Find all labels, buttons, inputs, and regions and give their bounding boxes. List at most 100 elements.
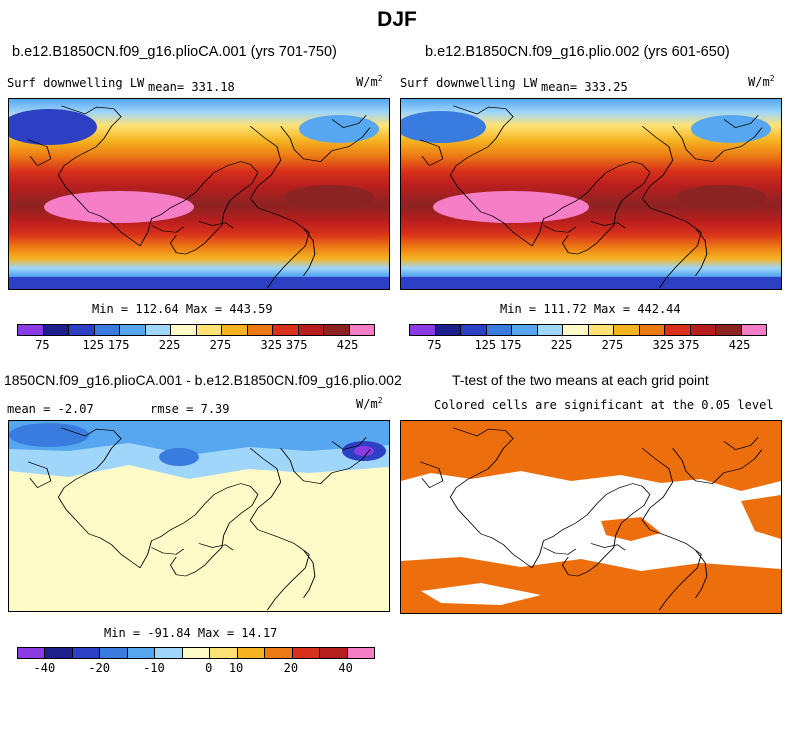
colorbar-swatch [349, 325, 374, 335]
panel-tr-atlantic-band [676, 185, 766, 209]
panel-br-title: T-test of the two means at each grid poi… [452, 372, 709, 388]
panel-bl-case-title: 1850CN.f09_g16.plioCA.001 - b.e12.B1850C… [4, 372, 402, 388]
panel-tl-warm-pool [44, 191, 194, 223]
colorbar-swatch [461, 325, 487, 335]
panel-tr-mean: mean= 333.25 [541, 80, 628, 94]
colorbar-swatch [196, 325, 222, 335]
panel-bl-mean-value: -2.07 [57, 402, 94, 416]
colorbar-swatch [145, 325, 171, 335]
colorbar-swatch [639, 325, 665, 335]
colorbar-tick-label: 225 [158, 338, 181, 352]
colorbar-swatch [18, 648, 46, 658]
colorbar-swatch [512, 325, 538, 335]
colorbar-tick-label: 325 [260, 338, 283, 352]
colorbar-tick-label: 425 [336, 338, 359, 352]
panel-bl-map-svg [9, 421, 389, 611]
colorbar-swatch [298, 325, 324, 335]
panel-bl-mean-label: mean = [7, 402, 51, 416]
panel-bl-neg-core-asia [159, 448, 199, 466]
panel-br-sig-south [401, 557, 781, 613]
colorbar-swatch [94, 325, 120, 335]
panel-tr-units: W/m2 [748, 74, 775, 89]
colorbar-swatch [486, 325, 512, 335]
panel-tl-cold-ne [299, 115, 379, 143]
colorbar-swatch [18, 325, 44, 335]
panel-br-sig-north [401, 421, 781, 491]
panel-tl-colorbar [17, 324, 375, 336]
panel-br-map [400, 420, 782, 614]
colorbar-swatch [120, 325, 146, 335]
panel-bl-units-text: W/m [356, 397, 378, 411]
panel-tr-units-exp: 2 [769, 74, 775, 83]
panel-bl-rmse: rmse = 7.39 [150, 402, 230, 416]
colorbar-tick-label: 175 [107, 338, 130, 352]
panel-tl-antarctic [9, 277, 389, 289]
panel-bl-units: W/m2 [356, 396, 383, 411]
colorbar-tick-label: 0 [205, 661, 213, 675]
panel-bl-rmse-value: 7.39 [200, 402, 230, 416]
panel-bl-neg-extreme [354, 446, 374, 456]
panel-tl-atlantic-band [284, 185, 374, 209]
colorbar-tick-label: -10 [143, 661, 165, 675]
colorbar-swatch [292, 648, 321, 658]
colorbar-swatch [273, 325, 299, 335]
colorbar-swatch [320, 648, 348, 658]
colorbar-swatch [45, 648, 73, 658]
page-title: DJF [377, 8, 417, 31]
panel-tl-minmax: Min = 112.64 Max = 443.59 [92, 302, 273, 316]
colorbar-swatch [100, 648, 128, 658]
colorbar-tick-label: 10 [228, 661, 244, 675]
colorbar-swatch [665, 325, 691, 335]
colorbar-swatch [265, 648, 293, 658]
colorbar-swatch [410, 325, 436, 335]
panel-br-nonsig-hole [421, 583, 541, 605]
colorbar-tick-label: 375 [677, 338, 700, 352]
panel-tl-mean-label: mean= [148, 80, 185, 94]
colorbar-tick-label: -40 [33, 661, 56, 675]
colorbar-swatch [690, 325, 716, 335]
colorbar-tick-label: 375 [285, 338, 308, 352]
panel-tl-cold-nw [9, 109, 97, 145]
panel-tl-mean-value: 331.18 [191, 80, 235, 94]
colorbar-swatch [127, 648, 156, 658]
panel-tr-mean-label: mean= [541, 80, 578, 94]
colorbar-tick-label: 125 [474, 338, 497, 352]
panel-br-sig-indo [601, 517, 661, 541]
panel-br-sig-atlantic [741, 495, 781, 539]
colorbar-tick-label: 275 [209, 338, 232, 352]
panel-tr-colorbar [409, 324, 767, 336]
colorbar-swatch [171, 325, 197, 335]
colorbar-swatch [435, 325, 461, 335]
colorbar-swatch [182, 648, 211, 658]
panel-tr-antarctic [401, 277, 781, 289]
panel-tr-map [400, 98, 782, 290]
panel-tl-mean: mean= 331.18 [148, 80, 235, 94]
colorbar-tick-label: 325 [652, 338, 675, 352]
panel-tl-variable: Surf downwelling LW [7, 76, 145, 90]
panel-tr-map-svg [401, 99, 781, 289]
colorbar-swatch [741, 325, 766, 335]
panel-tl-units: W/m2 [356, 74, 383, 89]
panel-tl-map [8, 98, 390, 290]
panel-tr-minmax: Min = 111.72 Max = 442.44 [500, 302, 681, 316]
colorbar-tick-label: 20 [283, 661, 299, 675]
colorbar-tick-label: 175 [499, 338, 522, 352]
panel-bl-neg-core-nw [9, 423, 89, 447]
colorbar-swatch [210, 648, 238, 658]
colorbar-tick-label: 75 [427, 338, 442, 352]
colorbar-swatch [237, 648, 266, 658]
panel-tr-cold-ne [691, 115, 771, 143]
panel-bl-colorbar [17, 647, 375, 659]
colorbar-swatch [537, 325, 563, 335]
colorbar-tick-label: 425 [728, 338, 751, 352]
panel-tl-units-exp: 2 [377, 74, 383, 83]
colorbar-swatch [69, 325, 95, 335]
panel-tl-units-text: W/m [356, 75, 378, 89]
colorbar-tick-label: -20 [88, 661, 110, 675]
panel-bl-units-exp: 2 [377, 396, 383, 405]
panel-br-map-svg [401, 421, 781, 613]
colorbar-tick-label: 275 [601, 338, 624, 352]
panel-bl-mean: mean = -2.07 [7, 402, 94, 416]
colorbar-tick-label: 125 [82, 338, 105, 352]
colorbar-swatch [324, 325, 350, 335]
